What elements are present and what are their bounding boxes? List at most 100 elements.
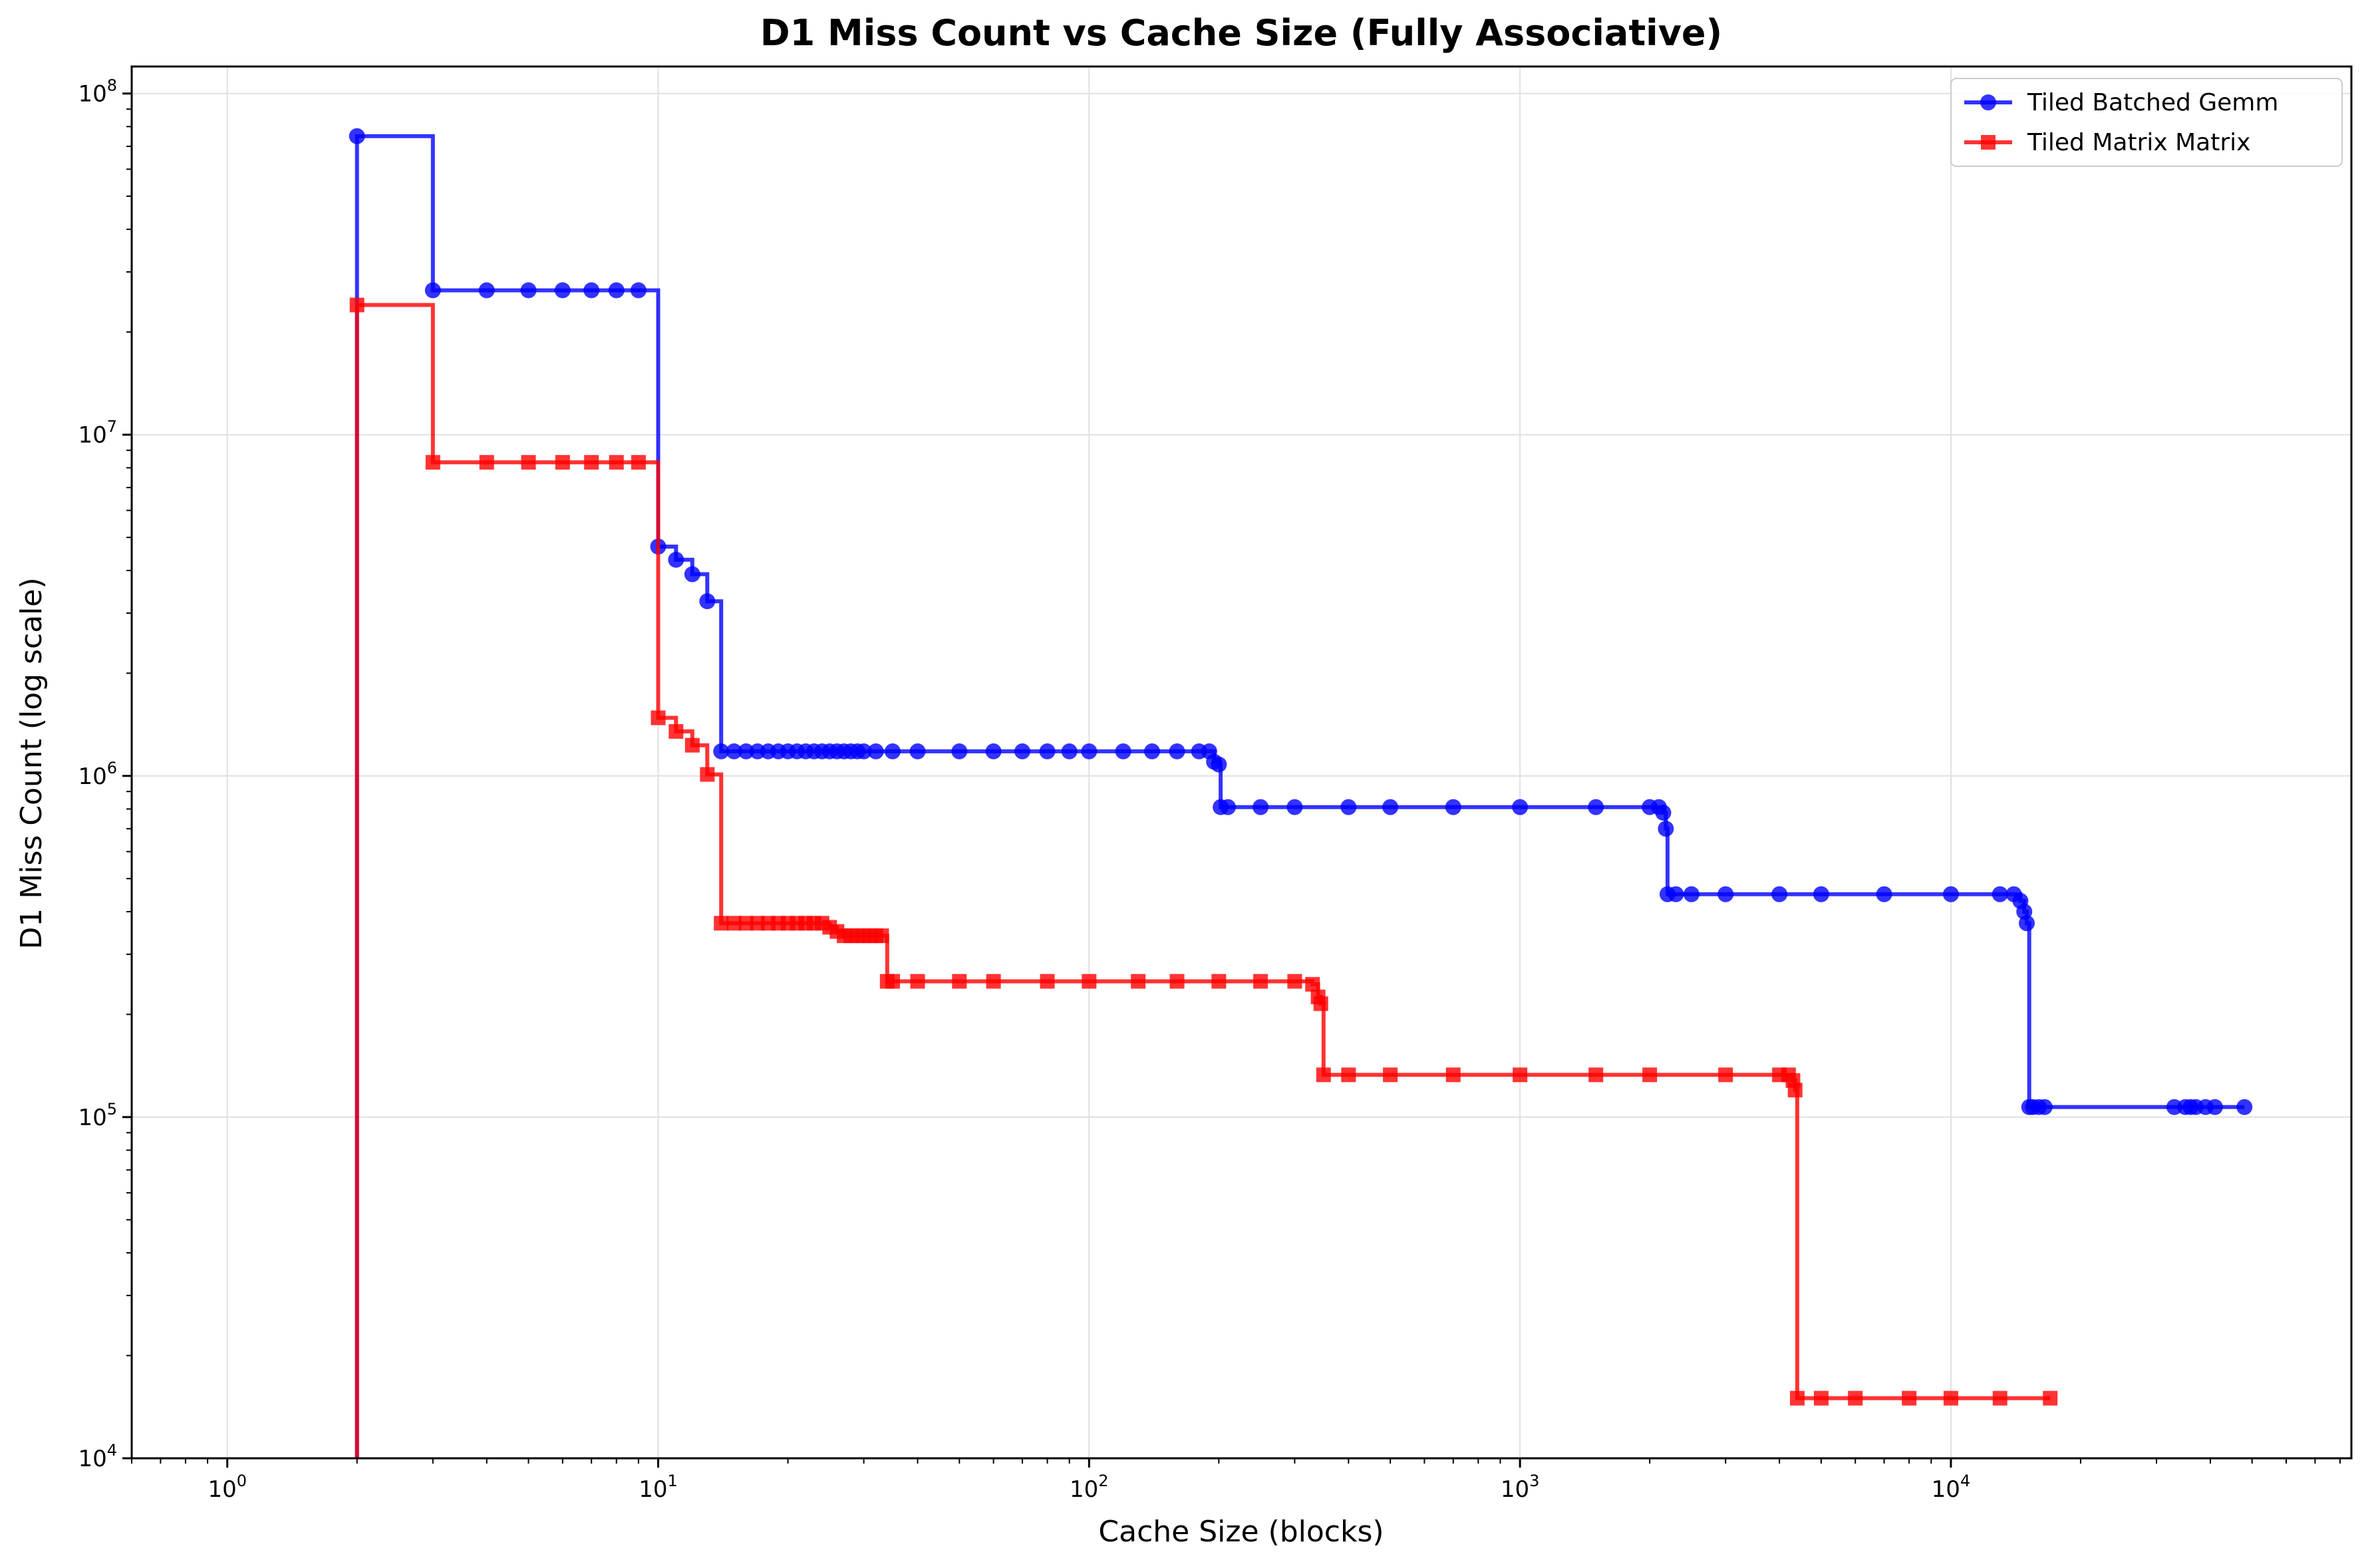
data-point: [1115, 743, 1131, 759]
data-point: [1383, 1067, 1398, 1083]
x-tick-label: 103: [1501, 1472, 1540, 1503]
data-point: [1445, 1067, 1461, 1083]
data-point: [1081, 743, 1098, 759]
data-point: [555, 455, 570, 470]
y-tick-label-exponent: 4: [107, 1441, 117, 1460]
data-point: [1848, 1390, 1863, 1406]
data-point: [684, 737, 700, 753]
x-tick-label-base: 10: [1070, 1476, 1098, 1503]
data-point: [1286, 799, 1303, 815]
data-point: [1668, 886, 1684, 902]
x-tick-label-exponent: 2: [1098, 1472, 1108, 1490]
x-tick-label: 104: [1932, 1472, 1971, 1503]
data-point: [349, 297, 365, 313]
legend-entry-0: Tiled Batched Gemm: [1964, 89, 2278, 116]
data-point: [1813, 886, 1829, 902]
data-point: [2236, 1099, 2253, 1115]
y-tick-label-base: 10: [78, 422, 106, 449]
data-point: [738, 743, 754, 759]
y-tick-label-base: 10: [78, 1446, 106, 1472]
data-point: [2043, 1390, 2058, 1406]
x-tick-label-exponent: 4: [1960, 1472, 1970, 1490]
data-point: [1943, 1390, 1958, 1406]
data-point: [738, 916, 754, 931]
data-point: [885, 974, 900, 989]
data-point: [1143, 743, 1160, 759]
legend-marker: [1980, 94, 1996, 110]
x-tick-label: 102: [1070, 1472, 1109, 1503]
data-point: [630, 282, 647, 299]
plot-area: [349, 128, 2253, 1458]
data-point: [714, 916, 729, 931]
data-point: [2036, 1099, 2053, 1115]
data-point: [985, 743, 1002, 759]
data-point: [349, 128, 365, 144]
data-point: [1642, 1067, 1658, 1083]
y-axis-label: D1 Miss Count (log scale): [15, 577, 49, 949]
y-tick-label: 105: [78, 1100, 117, 1131]
legend-box: [1950, 78, 2343, 167]
data-point: [1253, 974, 1268, 989]
data-point: [1169, 743, 1185, 759]
data-point: [478, 282, 495, 299]
data-point: [1061, 743, 1078, 759]
data-point: [584, 455, 599, 470]
data-point: [699, 593, 716, 610]
y-tick-label-exponent: 6: [107, 759, 117, 777]
x-tick-label-base: 10: [1501, 1476, 1529, 1503]
data-point: [1789, 1390, 1805, 1406]
data-point: [1039, 743, 1056, 759]
x-tick-label: 100: [208, 1472, 247, 1503]
data-point: [631, 455, 646, 470]
series-0: [349, 128, 2253, 1458]
chart-title: D1 Miss Count vs Cache Size (Fully Assoc…: [760, 12, 1722, 54]
legend: Tiled Batched Gemm Tiled Matrix Matrix: [1950, 78, 2343, 167]
data-point: [425, 455, 440, 470]
data-point: [1340, 799, 1357, 815]
data-point: [1040, 974, 1055, 989]
data-point: [1942, 886, 1959, 902]
data-point: [1717, 886, 1734, 902]
y-tick-label-base: 10: [78, 1105, 106, 1131]
data-point: [1082, 974, 1097, 989]
y-tick-label-exponent: 8: [107, 76, 117, 95]
legend-label: Tiled Batched Gemm: [2027, 89, 2278, 116]
data-point: [1211, 974, 1227, 989]
data-point: [1813, 1390, 1829, 1406]
x-tick-label-base: 10: [639, 1476, 667, 1503]
data-point: [726, 916, 742, 931]
data-point: [1131, 974, 1146, 989]
y-tick-label-exponent: 5: [107, 1100, 117, 1118]
x-axis-label: Cache Size (blocks): [1098, 1515, 1384, 1549]
data-point: [479, 455, 494, 470]
data-point: [909, 743, 926, 759]
legend-entry-1: Tiled Matrix Matrix: [1964, 129, 2250, 156]
series-1: [349, 297, 2058, 1458]
data-point: [1305, 977, 1320, 992]
data-point: [700, 767, 715, 782]
y-tick-label: 106: [78, 759, 117, 790]
data-point: [867, 743, 884, 759]
data-point: [952, 974, 967, 989]
data-point: [1014, 743, 1030, 759]
legend-label: Tiled Matrix Matrix: [2027, 129, 2250, 156]
data-point: [1382, 799, 1399, 815]
data-point: [2206, 1099, 2223, 1115]
data-point: [684, 566, 700, 583]
data-point: [855, 743, 872, 759]
data-point: [874, 928, 889, 944]
data-point: [2166, 1099, 2182, 1115]
data-point: [1169, 974, 1185, 989]
data-point: [1513, 1067, 1528, 1083]
data-point: [1341, 1067, 1356, 1083]
data-point: [609, 455, 624, 470]
data-point: [1771, 886, 1788, 902]
legend-marker: [1981, 135, 1996, 150]
data-point: [554, 282, 571, 299]
y-tick-label-exponent: 7: [107, 418, 117, 436]
data-point: [668, 551, 684, 568]
data-point: [1992, 886, 2008, 902]
data-point: [1220, 799, 1237, 815]
data-point: [1512, 799, 1529, 815]
